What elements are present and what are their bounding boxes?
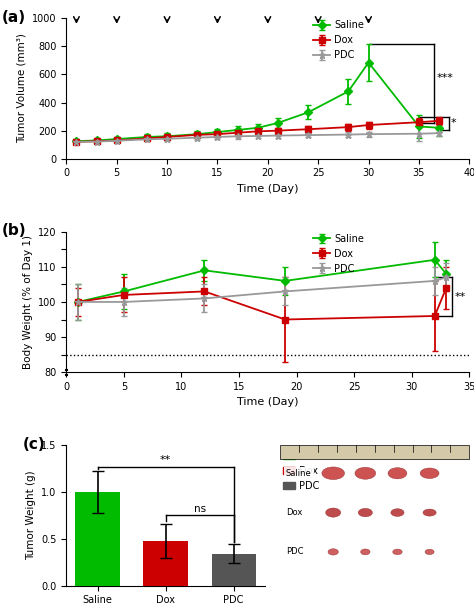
Y-axis label: Tumor Weight (g): Tumor Weight (g) bbox=[26, 470, 36, 560]
Legend: Saline, Dox, PDC: Saline, Dox, PDC bbox=[280, 447, 333, 495]
Ellipse shape bbox=[358, 508, 373, 517]
Text: ***: *** bbox=[437, 73, 454, 83]
Ellipse shape bbox=[322, 467, 345, 479]
Ellipse shape bbox=[328, 549, 338, 555]
X-axis label: Time (Day): Time (Day) bbox=[237, 398, 299, 407]
Ellipse shape bbox=[420, 468, 439, 478]
Ellipse shape bbox=[326, 508, 341, 517]
Ellipse shape bbox=[391, 509, 404, 517]
Text: *: * bbox=[451, 118, 457, 129]
Ellipse shape bbox=[388, 468, 407, 479]
Text: (b): (b) bbox=[2, 223, 27, 239]
Bar bbox=[75, 492, 119, 586]
Y-axis label: Tumor Volume (mm³): Tumor Volume (mm³) bbox=[17, 34, 27, 143]
Ellipse shape bbox=[361, 549, 370, 555]
Ellipse shape bbox=[423, 509, 436, 516]
Text: Dox: Dox bbox=[286, 508, 302, 517]
Text: (a): (a) bbox=[2, 10, 26, 25]
Legend: Saline, Dox, PDC: Saline, Dox, PDC bbox=[313, 234, 364, 273]
Text: **: ** bbox=[160, 455, 171, 465]
Legend: Saline, Dox, PDC: Saline, Dox, PDC bbox=[313, 20, 364, 60]
Bar bbox=[144, 540, 188, 586]
Bar bbox=[211, 554, 256, 586]
Ellipse shape bbox=[393, 549, 402, 554]
Ellipse shape bbox=[425, 549, 434, 554]
Ellipse shape bbox=[355, 467, 376, 479]
Text: Saline: Saline bbox=[286, 468, 312, 478]
FancyBboxPatch shape bbox=[280, 445, 469, 459]
Text: ns: ns bbox=[193, 504, 206, 514]
Text: (c): (c) bbox=[23, 437, 46, 452]
X-axis label: Time (Day): Time (Day) bbox=[237, 184, 299, 194]
Text: PDC: PDC bbox=[286, 547, 303, 556]
Text: **: ** bbox=[454, 292, 465, 302]
Y-axis label: Body Weight (% of Day 1): Body Weight (% of Day 1) bbox=[23, 235, 33, 369]
